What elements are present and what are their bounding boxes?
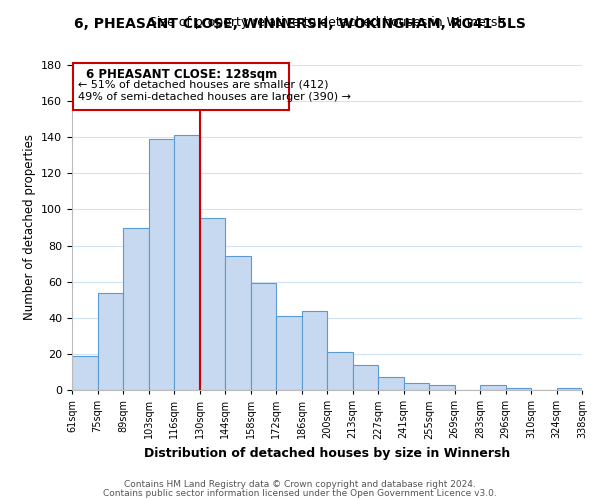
- FancyBboxPatch shape: [73, 63, 289, 110]
- Text: Contains HM Land Registry data © Crown copyright and database right 2024.: Contains HM Land Registry data © Crown c…: [124, 480, 476, 489]
- Bar: [480, 384, 505, 390]
- Text: 6, PHEASANT CLOSE, WINNERSH, WOKINGHAM, RG41 5LS: 6, PHEASANT CLOSE, WINNERSH, WOKINGHAM, …: [74, 18, 526, 32]
- Bar: [505, 388, 531, 390]
- Bar: [327, 352, 353, 390]
- Bar: [123, 228, 149, 390]
- Text: ← 51% of detached houses are smaller (412): ← 51% of detached houses are smaller (41…: [79, 80, 329, 90]
- Bar: [429, 384, 455, 390]
- Bar: [149, 139, 174, 390]
- Bar: [378, 378, 404, 390]
- Bar: [199, 218, 225, 390]
- Text: 6 PHEASANT CLOSE: 128sqm: 6 PHEASANT CLOSE: 128sqm: [86, 68, 277, 80]
- Bar: [557, 388, 582, 390]
- Bar: [404, 383, 429, 390]
- Bar: [174, 136, 199, 390]
- X-axis label: Distribution of detached houses by size in Winnersh: Distribution of detached houses by size …: [144, 447, 510, 460]
- Bar: [225, 256, 251, 390]
- Bar: [276, 316, 302, 390]
- Bar: [251, 284, 276, 390]
- Bar: [97, 292, 123, 390]
- Text: 49% of semi-detached houses are larger (390) →: 49% of semi-detached houses are larger (…: [79, 92, 352, 102]
- Y-axis label: Number of detached properties: Number of detached properties: [23, 134, 35, 320]
- Text: Contains public sector information licensed under the Open Government Licence v3: Contains public sector information licen…: [103, 488, 497, 498]
- Bar: [353, 364, 378, 390]
- Bar: [302, 310, 327, 390]
- Title: Size of property relative to detached houses in Winnersh: Size of property relative to detached ho…: [149, 16, 505, 29]
- Bar: [72, 356, 97, 390]
